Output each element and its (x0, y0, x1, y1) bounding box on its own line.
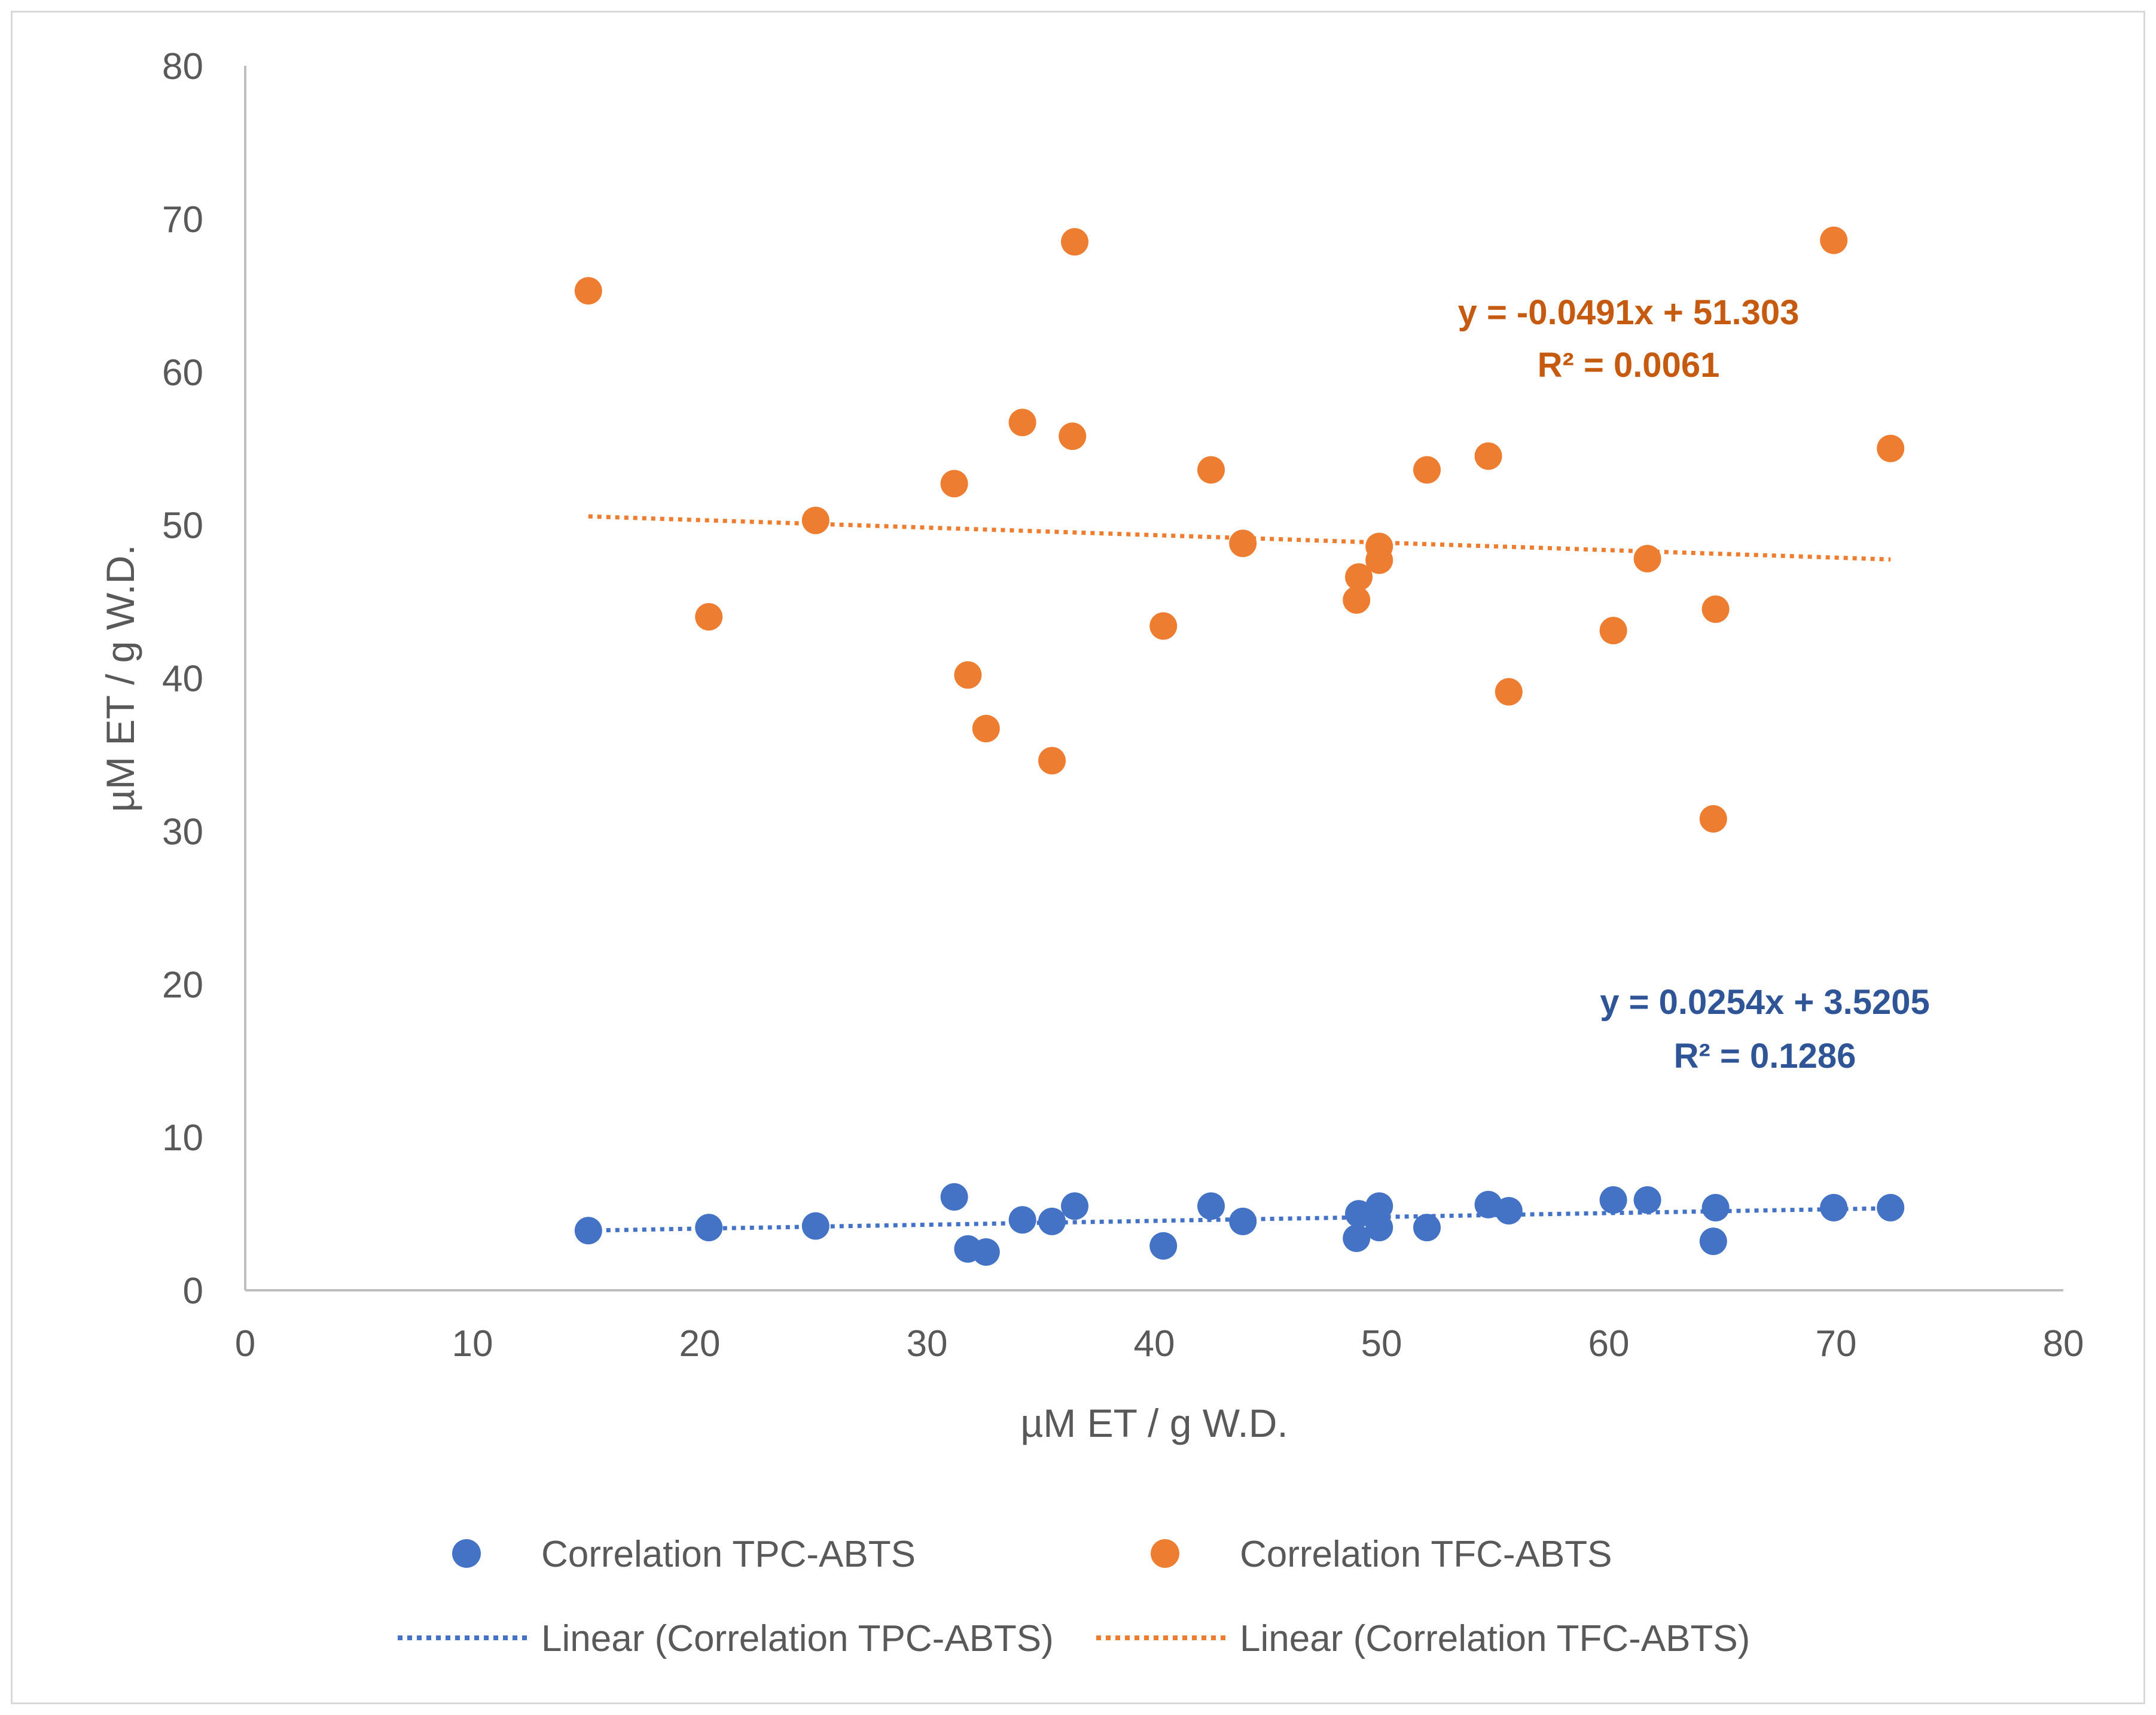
data-point-tfc (1059, 422, 1087, 450)
data-point-tfc (574, 277, 602, 305)
orange-trendline-equation: y = -0.0491x + 51.303 (1458, 293, 1800, 332)
x-tick-label: 40 (1134, 1323, 1175, 1364)
data-point-tpc (1149, 1232, 1178, 1260)
data-point-tfc (1413, 456, 1441, 484)
data-point-tpc (1365, 1192, 1393, 1220)
trendline-equations: y = -0.0491x + 51.303 R² = 0.0061 y = 0.… (1458, 293, 1930, 1076)
data-point-tpc (1229, 1207, 1257, 1235)
x-axis-title: µM ET / g W.D. (1020, 1401, 1288, 1445)
data-point-tpc (1701, 1193, 1730, 1221)
data-point-tpc (1365, 1214, 1393, 1242)
legend-trendline-label-tpc: Linear (Correlation TPC-ABTS) (541, 1618, 1054, 1659)
legend: Correlation TPC-ABTS Correlation TFC-ABT… (398, 1534, 1750, 1659)
data-point-tfc (1229, 529, 1257, 558)
y-tick-label: 70 (162, 199, 203, 240)
legend-marker-tpc (452, 1539, 481, 1568)
y-axis-ticks: 0 10 20 30 40 50 60 70 80 (162, 46, 203, 1312)
data-point-tpc (574, 1217, 602, 1245)
data-point-tpc (801, 1212, 830, 1240)
x-tick-label: 30 (907, 1323, 948, 1364)
y-tick-label: 0 (183, 1271, 203, 1312)
x-axis-ticks: 0 10 20 30 40 50 60 70 80 (235, 1323, 2084, 1364)
y-tick-label: 20 (162, 964, 203, 1006)
data-point-tfc (1038, 747, 1066, 775)
x-tick-label: 0 (235, 1323, 255, 1364)
data-point-tpc (1413, 1214, 1441, 1242)
data-point-tfc (1345, 563, 1373, 591)
legend-trendline-label-tfc: Linear (Correlation TFC-ABTS) (1240, 1618, 1750, 1659)
x-tick-label: 60 (1588, 1323, 1630, 1364)
x-tick-label: 10 (452, 1323, 493, 1364)
x-tick-label: 80 (2043, 1323, 2084, 1364)
data-point-tfc (1061, 228, 1088, 256)
data-point-tfc (1474, 442, 1502, 470)
data-point-tfc (1633, 544, 1661, 572)
data-point-tpc (1633, 1186, 1661, 1214)
data-point-tpc (972, 1238, 1000, 1266)
data-point-tfc (1699, 805, 1727, 833)
legend-marker-tfc (1151, 1539, 1179, 1568)
data-point-tfc (954, 661, 982, 689)
y-axis-title: µM ET / g W.D. (98, 544, 142, 812)
data-point-tfc (940, 470, 968, 498)
data-point-tfc (695, 603, 723, 631)
data-point-tfc (801, 506, 830, 534)
data-point-tfc (1701, 595, 1730, 623)
data-point-tfc (1599, 617, 1627, 645)
data-point-tfc (1197, 456, 1225, 484)
data-point-tfc (972, 714, 1000, 742)
data-point-tpc (1061, 1192, 1088, 1220)
data-point-tpc (1343, 1224, 1371, 1253)
y-tick-label: 10 (162, 1117, 203, 1159)
data-point-tpc (1877, 1193, 1905, 1221)
y-tick-label: 40 (162, 659, 203, 700)
data-point-tpc (940, 1183, 968, 1211)
orange-trendline-r-squared: R² = 0.0061 (1538, 346, 1720, 385)
x-tick-label: 70 (1816, 1323, 1857, 1364)
legend-label-tfc: Correlation TFC-ABTS (1240, 1534, 1612, 1575)
data-point-tfc (1820, 226, 1848, 254)
x-tick-label: 50 (1361, 1323, 1402, 1364)
x-tick-label: 20 (679, 1323, 721, 1364)
data-point-tfc (1343, 586, 1371, 614)
blue-trendline-equation: y = 0.0254x + 3.5205 (1600, 983, 1930, 1022)
data-point-tpc (1495, 1196, 1523, 1224)
data-point-tpc (1699, 1227, 1727, 1256)
blue-trendline-r-squared: R² = 0.1286 (1674, 1037, 1856, 1076)
data-point-tfc (1149, 612, 1178, 640)
y-tick-label: 30 (162, 811, 203, 852)
chart-frame (11, 11, 2145, 1704)
trendlines (588, 514, 1891, 1233)
data-point-tpc (1008, 1206, 1036, 1234)
data-point-tfc (1008, 409, 1036, 437)
data-point-tpc (1197, 1192, 1225, 1220)
data-point-tpc (695, 1214, 723, 1242)
y-tick-label: 80 (162, 46, 203, 87)
data-points (574, 226, 1905, 1266)
data-point-tfc (1495, 678, 1523, 706)
data-point-tpc (1599, 1186, 1627, 1214)
legend-label-tpc: Correlation TPC-ABTS (541, 1534, 916, 1575)
data-point-tpc (1820, 1193, 1848, 1221)
y-tick-label: 60 (162, 352, 203, 394)
y-tick-label: 50 (162, 505, 203, 547)
data-point-tfc (1877, 434, 1905, 462)
data-point-tpc (1038, 1207, 1066, 1235)
data-point-tfc (1365, 546, 1393, 574)
